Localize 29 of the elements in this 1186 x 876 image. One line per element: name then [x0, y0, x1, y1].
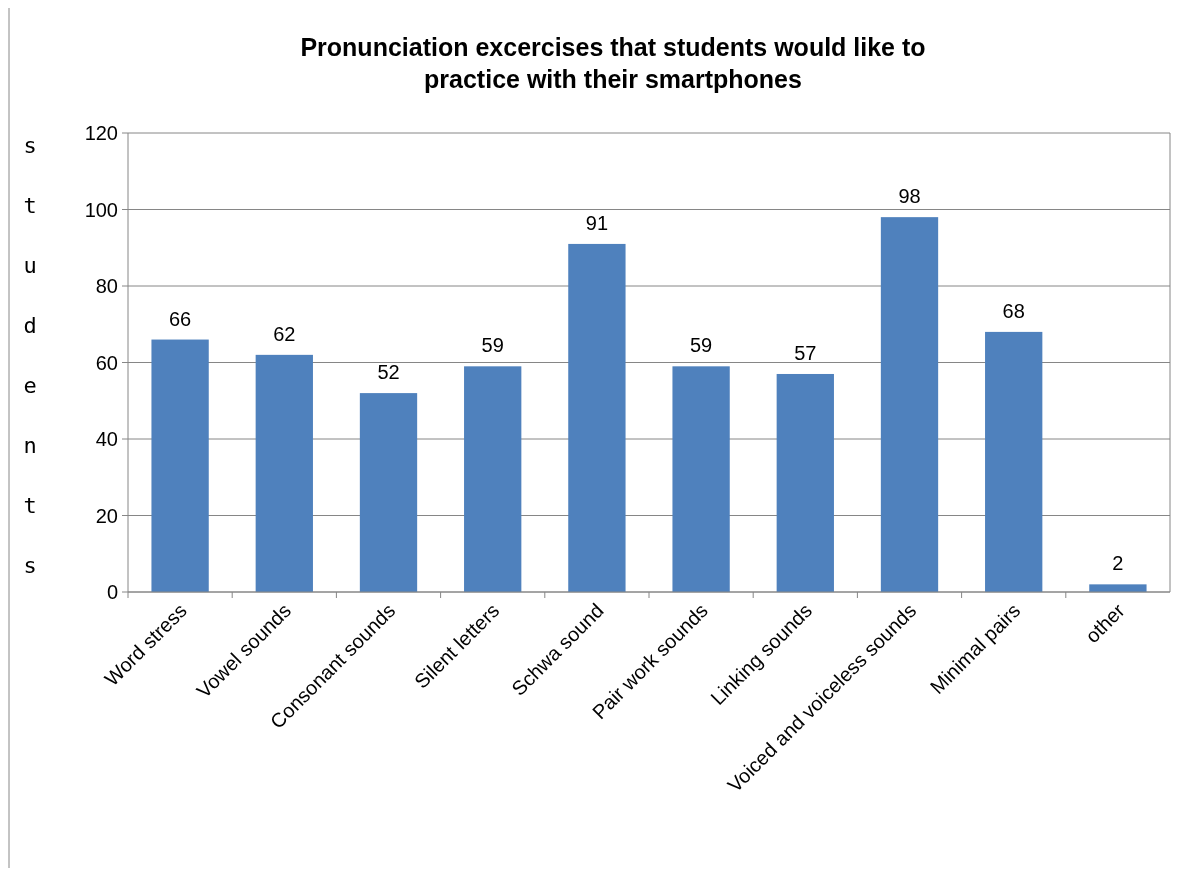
- data-label: 59: [481, 334, 504, 357]
- bar: [151, 339, 209, 592]
- data-label: 59: [689, 334, 713, 357]
- y-tick-label: 100: [84, 198, 118, 221]
- y-tick-label: 120: [84, 122, 118, 144]
- bar: [985, 331, 1043, 592]
- bar: [776, 373, 834, 592]
- y-tick-label: 80: [95, 275, 118, 297]
- bar: [464, 366, 522, 592]
- bar: [880, 217, 939, 592]
- data-label: 68: [1002, 299, 1025, 322]
- data-label: 2: [1112, 552, 1124, 575]
- data-label: 91: [585, 211, 609, 234]
- text: students: [23, 133, 37, 578]
- y-tick-label: 40: [95, 428, 118, 450]
- data-label: 52: [377, 361, 400, 384]
- y-tick-label: 60: [95, 351, 118, 374]
- data-label: 98: [898, 185, 921, 208]
- bar: [568, 243, 626, 592]
- bar: [255, 354, 313, 592]
- y-tick-label: 20: [95, 504, 118, 527]
- y-tick-label: 0: [106, 581, 118, 603]
- bar: [1089, 584, 1147, 592]
- data-label: 66: [168, 307, 192, 330]
- chart-title: Pronunciation excercises that students would like to practice with their smartphones: [300, 33, 926, 93]
- data-label: 57: [794, 341, 817, 364]
- bar: [359, 393, 418, 592]
- bar: [672, 366, 730, 592]
- data-label: 62: [273, 322, 296, 345]
